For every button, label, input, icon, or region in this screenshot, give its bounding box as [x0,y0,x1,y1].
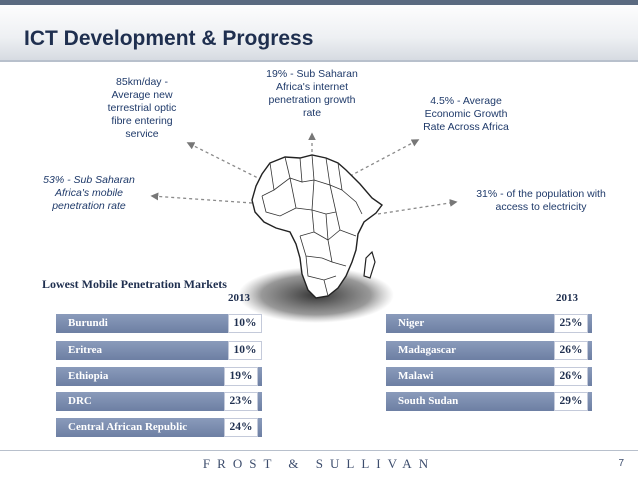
callout-fibre-line: fibre entering [111,115,173,127]
africa-outline [251,154,383,299]
footer-divider [0,450,638,451]
madagascar-outline [363,250,376,279]
penetration-value: 23% [224,392,258,411]
country-name: DRC [68,395,92,407]
penetration-value: 26% [554,341,588,360]
table-row: South Sudan 29% [386,392,592,411]
arrow-electricity [377,199,458,215]
callout-electricity-line: access to electricity [495,201,587,213]
penetration-value: 24% [224,418,258,437]
country-name: Madagascar [398,344,457,356]
table-row: Ethiopia 19% [56,367,262,386]
table-row: Madagascar 26% [386,341,592,360]
row-bar [56,314,262,333]
callout-internet-line: 19% - Sub Saharan [266,68,358,80]
callout-growth-line: 4.5% - Average [430,95,502,107]
country-name: Central African Republic [68,421,188,433]
callout-electricity: 31% - of the population with access to e… [460,188,622,214]
callout-growth-line: Rate Across Africa [423,121,509,133]
year-label-right: 2013 [556,292,578,304]
country-name: Ethiopia [68,370,109,382]
callout-electricity-line: 31% - of the population with [476,188,606,200]
arrow-growth [349,139,420,177]
markets-title: Lowest Mobile Penetration Markets [42,277,227,291]
country-name: South Sudan [398,395,459,407]
table-row: DRC 23% [56,392,262,411]
callout-internet: 19% - Sub Saharan Africa's internet pene… [252,68,372,120]
row-bar [386,314,592,333]
country-name: Niger [398,317,425,329]
callout-internet-line: rate [302,107,322,119]
callout-internet-line: penetration growth [268,94,356,106]
penetration-value: 26% [554,367,588,386]
callout-fibre: 85km/day - Average new terrestrial optic… [86,76,198,141]
table-row: Eritrea 10% [56,341,262,360]
penetration-value: 10% [228,314,262,333]
callout-internet-line: Africa's internet [275,81,349,93]
callout-mobile: 53% - Sub Saharan Africa's mobile penetr… [30,174,148,213]
title-bar: ICT Development & Progress [0,0,638,62]
table-row: Burundi 10% [56,314,262,333]
country-name: Burundi [68,317,108,329]
callout-fibre-line: terrestrial optic [107,102,177,114]
row-bar [56,392,262,411]
callout-fibre-line: service [125,128,159,140]
row-bar [56,367,262,386]
country-name: Malawi [398,370,434,382]
callout-growth: 4.5% - Average Economic Growth Rate Acro… [402,95,530,134]
table-row: Central African Republic 24% [56,418,262,437]
table-row: Malawi 26% [386,367,592,386]
callout-mobile-line: Africa's mobile [55,187,123,199]
row-bar [56,418,262,437]
penetration-value: 19% [224,367,258,386]
arrow-fibre [186,142,263,181]
callout-fibre-line: 85km/day - [116,76,168,88]
slide-title: ICT Development & Progress [24,27,314,50]
arrow-mobile [150,192,253,204]
row-bar [386,367,592,386]
row-bar [386,392,592,411]
row-bar [386,341,592,360]
title-accent-stripe [0,0,638,5]
page-number: 7 [618,458,624,469]
table-row: Niger 25% [386,314,592,333]
country-name: Eritrea [68,344,103,356]
penetration-value: 29% [554,392,588,411]
callout-mobile-line: penetration rate [52,200,126,212]
callout-mobile-line: 53% - Sub Saharan [43,174,135,186]
callout-fibre-line: Average new [111,89,173,101]
row-bar [56,341,262,360]
penetration-value: 25% [554,314,588,333]
callout-growth-line: Economic Growth [424,108,508,120]
footer-brand-logo: FROST & SULLIVAN [202,456,436,471]
penetration-value: 10% [228,341,262,360]
year-label-left: 2013 [228,292,250,304]
title-divider [0,60,638,62]
